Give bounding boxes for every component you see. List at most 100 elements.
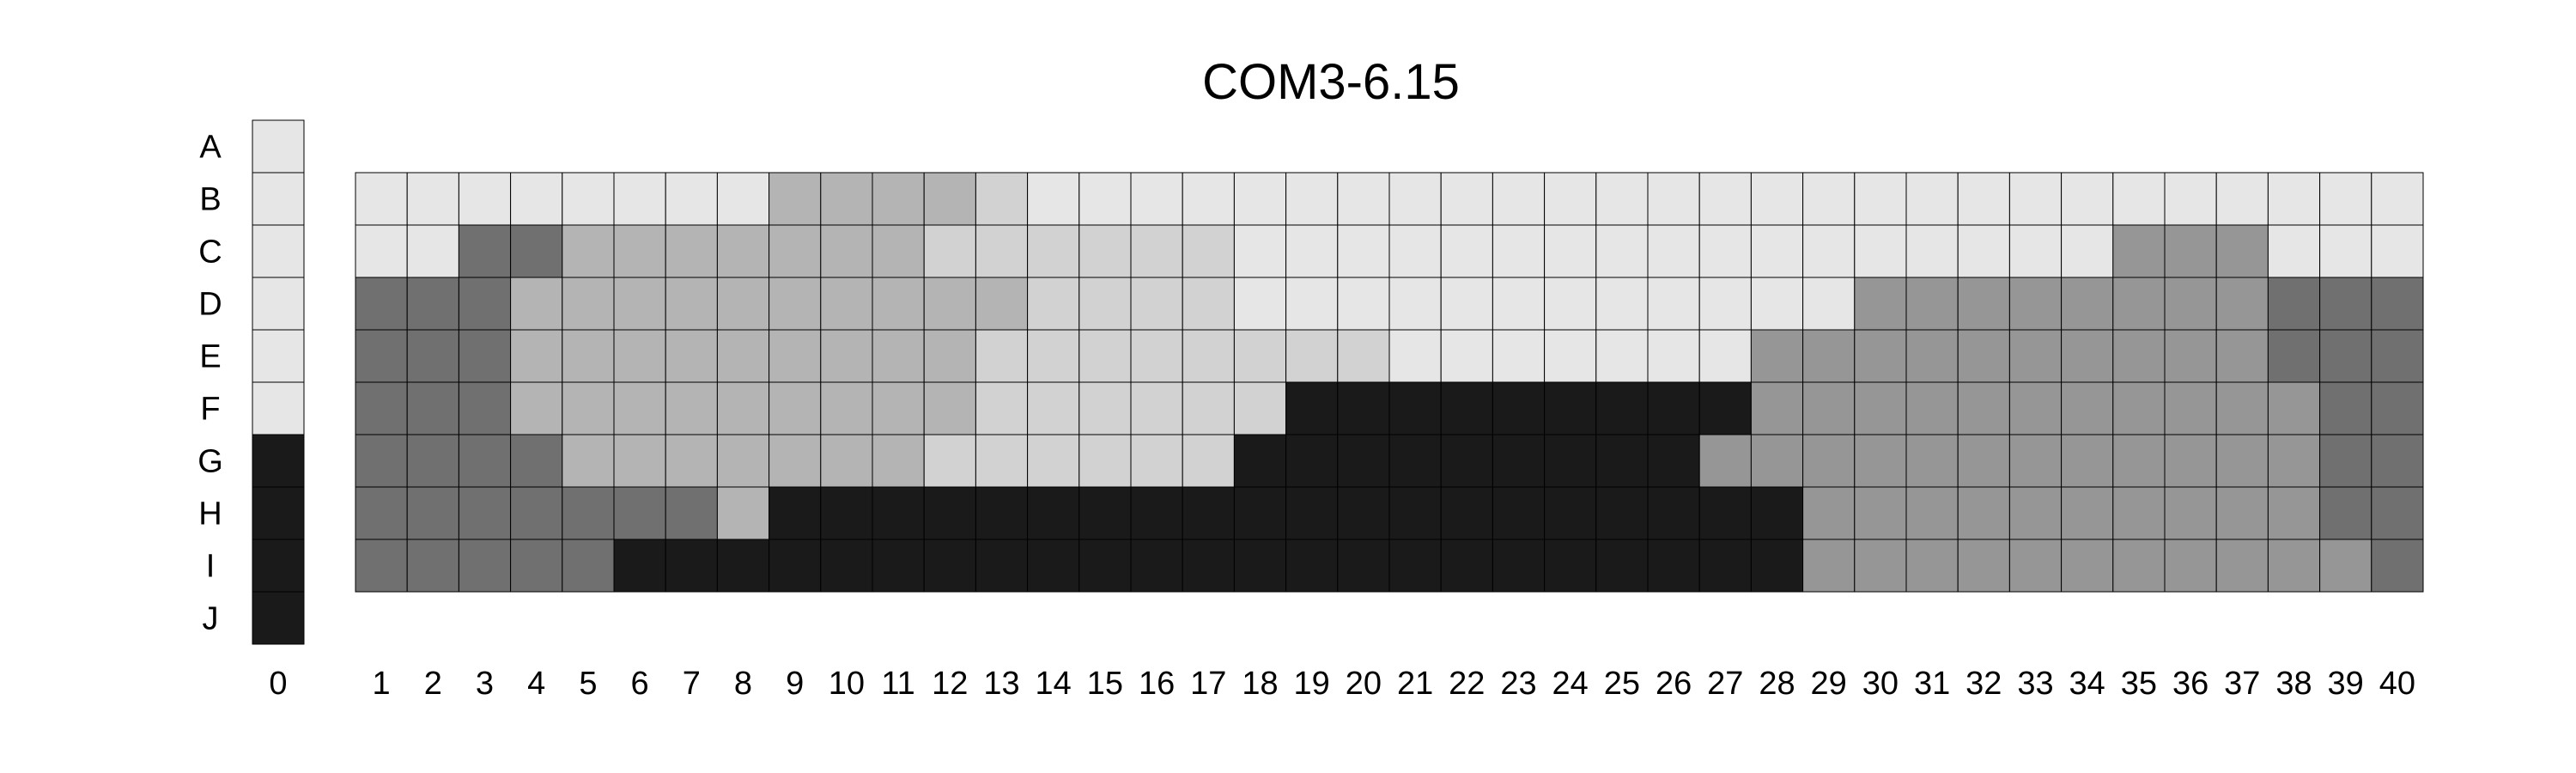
cell-G-32 [1957,434,2010,488]
cell-D-10 [820,277,873,331]
row-label-F: F [200,392,220,428]
cell-H-12 [923,486,976,540]
col-label-31: 31 [1914,666,1950,702]
cell-G-36 [2164,434,2217,488]
cell-C-27 [1698,224,1752,278]
ref-cell-J [252,591,305,645]
cell-D-17 [1182,277,1235,331]
cell-E-32 [1957,329,2010,383]
cell-D-30 [1854,277,1907,331]
cell-I-40 [2371,539,2424,593]
cell-B-25 [1595,172,1649,226]
cell-G-2 [406,434,459,488]
cell-E-21 [1388,329,1442,383]
cell-G-15 [1078,434,1132,488]
cell-H-6 [613,486,666,540]
cell-G-13 [975,434,1029,488]
cell-F-16 [1130,381,1183,435]
cell-E-3 [458,329,512,383]
cell-I-12 [923,539,976,593]
cell-B-40 [2371,172,2424,226]
cell-D-12 [923,277,976,331]
cell-F-9 [769,381,822,435]
col-label-26: 26 [1656,666,1692,702]
ref-cell-F [252,381,305,435]
col-label-4: 4 [527,666,545,702]
cell-B-3 [458,172,512,226]
cell-B-24 [1544,172,1597,226]
cell-G-9 [769,434,822,488]
cell-B-9 [769,172,822,226]
cell-D-37 [2215,277,2269,331]
cell-E-26 [1647,329,1700,383]
cell-B-15 [1078,172,1132,226]
cell-D-40 [2371,277,2424,331]
cell-I-32 [1957,539,2010,593]
col-label-22: 22 [1449,666,1485,702]
cell-F-25 [1595,381,1649,435]
cell-H-29 [1802,486,1856,540]
cell-D-29 [1802,277,1856,331]
cell-D-31 [1905,277,1959,331]
cell-H-26 [1647,486,1700,540]
cell-I-34 [2061,539,2114,593]
cell-F-31 [1905,381,1959,435]
cell-E-15 [1078,329,1132,383]
cell-G-22 [1440,434,1493,488]
cell-E-30 [1854,329,1907,383]
cell-E-31 [1905,329,1959,383]
cell-C-20 [1337,224,1390,278]
cell-C-36 [2164,224,2217,278]
cell-H-2 [406,486,459,540]
cell-D-7 [665,277,718,331]
cell-D-2 [406,277,459,331]
cell-D-11 [872,277,925,331]
cell-E-27 [1698,329,1752,383]
col-label-14: 14 [1036,666,1072,702]
col-label-18: 18 [1242,666,1278,702]
cell-D-35 [2112,277,2166,331]
cell-F-15 [1078,381,1132,435]
cell-D-32 [1957,277,2010,331]
cell-E-29 [1802,329,1856,383]
cell-B-26 [1647,172,1700,226]
cell-E-8 [716,329,770,383]
cell-F-35 [2112,381,2166,435]
cell-C-13 [975,224,1029,278]
cell-C-4 [510,224,563,278]
col-label-7: 7 [683,666,701,702]
cell-I-9 [769,539,822,593]
cell-C-7 [665,224,718,278]
cell-G-26 [1647,434,1700,488]
cell-D-22 [1440,277,1493,331]
cell-E-2 [406,329,459,383]
cell-E-4 [510,329,563,383]
ref-cell-D [252,277,305,331]
cell-G-10 [820,434,873,488]
ref-cell-I [252,539,305,593]
col-label-23: 23 [1500,666,1536,702]
cell-E-28 [1750,329,1804,383]
cell-E-7 [665,329,718,383]
cell-F-19 [1285,381,1339,435]
col-label-6: 6 [631,666,649,702]
col-label-10: 10 [829,666,865,702]
cell-B-38 [2267,172,2321,226]
cell-C-38 [2267,224,2321,278]
cell-F-14 [1027,381,1080,435]
cell-D-8 [716,277,770,331]
cell-B-17 [1182,172,1235,226]
cell-D-15 [1078,277,1132,331]
cell-G-19 [1285,434,1339,488]
cell-D-39 [2319,277,2372,331]
cell-B-7 [665,172,718,226]
col-label-5: 5 [579,666,597,702]
cell-E-13 [975,329,1029,383]
cell-C-33 [2008,224,2063,278]
cell-C-14 [1027,224,1080,278]
col-label-39: 39 [2328,666,2364,702]
cell-F-18 [1233,381,1287,435]
cell-C-29 [1802,224,1856,278]
cell-E-39 [2319,329,2372,383]
cell-F-27 [1698,381,1752,435]
